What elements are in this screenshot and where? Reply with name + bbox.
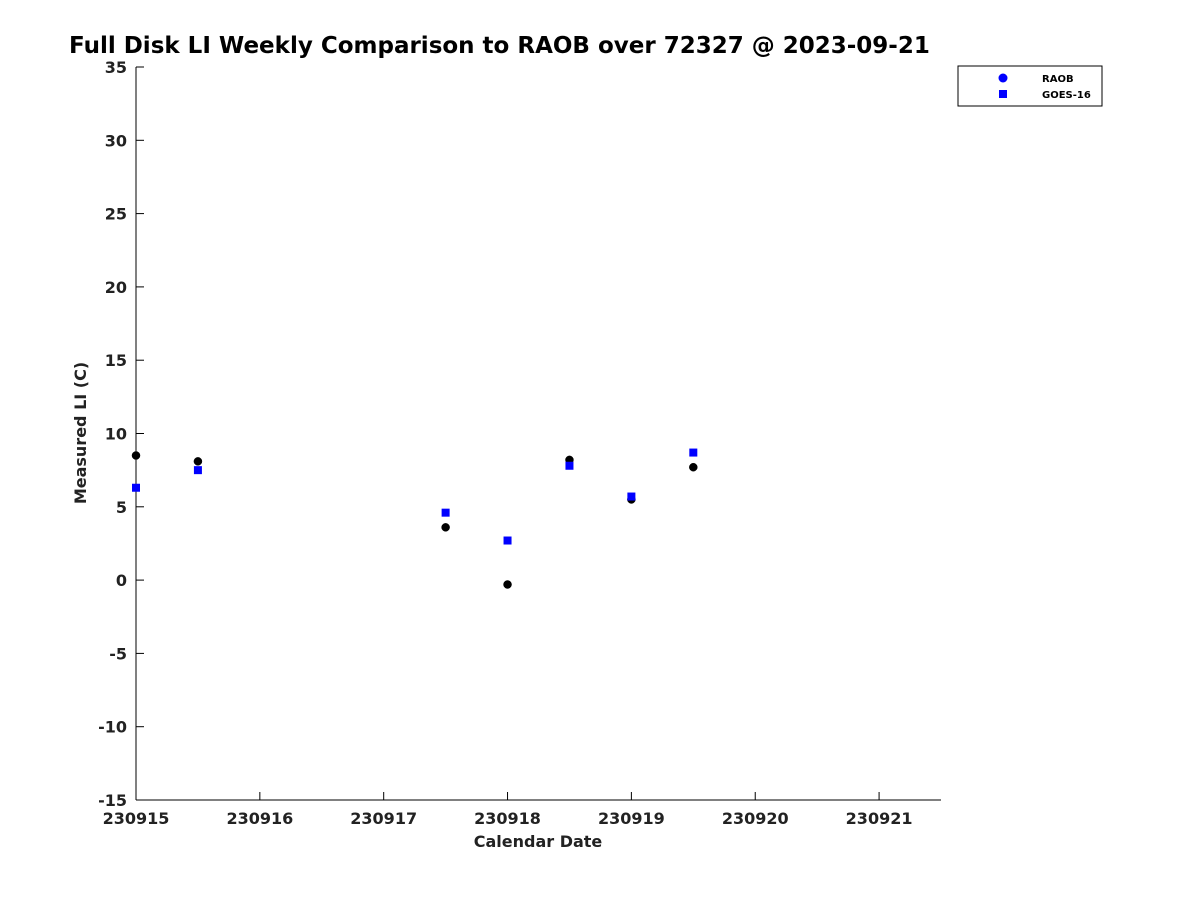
axes <box>135 67 941 801</box>
legend-label: GOES-16 <box>1042 90 1091 101</box>
goes-16-point <box>193 466 202 475</box>
goes-16-point <box>565 461 574 470</box>
y-axis-ticks: -15 -10 -5 0 5 10 15 20 25 30 35 <box>98 58 144 810</box>
series-goes-16 <box>132 448 698 545</box>
goes-16-point <box>441 508 450 517</box>
legend-label: RAOB <box>1042 74 1074 85</box>
y-tick-label: 30 <box>105 131 127 150</box>
y-tick-label: 25 <box>105 205 127 224</box>
goes-16-point <box>689 448 698 457</box>
y-axis-label: Measured LI (C) <box>71 362 90 504</box>
x-tick-label: 230921 <box>846 809 913 828</box>
y-tick-label: -10 <box>98 718 127 737</box>
x-tick-label: 230918 <box>474 809 541 828</box>
x-tick-label: 230919 <box>598 809 665 828</box>
x-tick-label: 230920 <box>722 809 789 828</box>
legend: RAOB GOES-16 <box>957 65 1103 107</box>
legend-box <box>957 65 1103 107</box>
series-raob <box>131 451 698 589</box>
x-tick-label: 230915 <box>103 809 170 828</box>
legend-marker-raob <box>998 73 1008 83</box>
goes-16-point <box>503 536 512 545</box>
legend-marker-goes-16 <box>999 90 1007 98</box>
y-tick-label: 20 <box>105 278 127 297</box>
y-tick-label: 10 <box>105 425 127 444</box>
x-tick-label: 230917 <box>350 809 417 828</box>
y-tick-label: 5 <box>116 498 127 517</box>
goes-16-point <box>132 483 140 492</box>
y-tick-label: 15 <box>105 351 127 370</box>
y-tick-label: 35 <box>105 58 127 77</box>
raob-point <box>441 523 450 532</box>
data-points <box>131 448 698 589</box>
x-axis-label: Calendar Date <box>474 832 603 851</box>
raob-point <box>193 457 203 466</box>
goes-16-point <box>627 492 636 501</box>
chart-title: Full Disk LI Weekly Comparison to RAOB o… <box>69 33 930 59</box>
raob-point <box>131 451 141 460</box>
y-tick-label: -5 <box>109 644 127 663</box>
x-axis-ticks: 230915 230916 230917 230918 230919 230920 2309… <box>103 792 913 828</box>
x-tick-label: 230916 <box>226 809 293 828</box>
raob-point <box>503 580 512 589</box>
raob-point <box>689 462 698 472</box>
y-tick-label: 0 <box>116 571 127 590</box>
y-tick-label: -15 <box>98 791 127 810</box>
